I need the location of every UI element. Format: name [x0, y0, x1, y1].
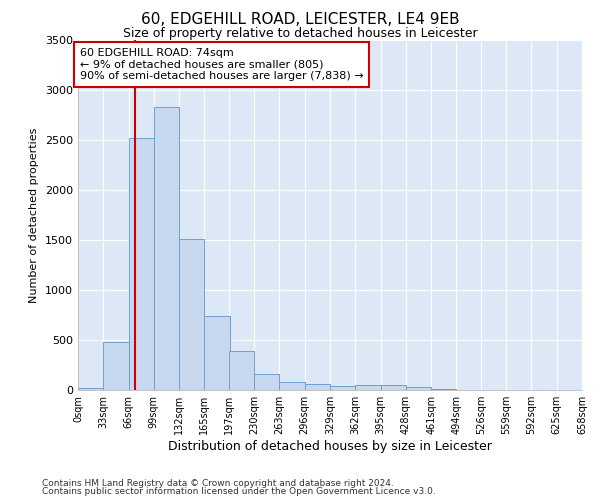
Bar [179, 239, 205, 390]
Text: Contains HM Land Registry data © Crown copyright and database right 2024.: Contains HM Land Registry data © Crown c… [42, 478, 394, 488]
Bar [205, 316, 230, 390]
Bar [305, 384, 330, 390]
Text: Size of property relative to detached houses in Leicester: Size of property relative to detached ho… [122, 28, 478, 40]
Text: Contains public sector information licensed under the Open Government Licence v3: Contains public sector information licen… [42, 487, 436, 496]
Text: 60 EDGEHILL ROAD: 74sqm
← 9% of detached houses are smaller (805)
90% of semi-de: 60 EDGEHILL ROAD: 74sqm ← 9% of detached… [80, 48, 363, 81]
Y-axis label: Number of detached properties: Number of detached properties [29, 128, 40, 302]
Bar [254, 374, 280, 390]
Bar [103, 342, 128, 390]
Bar [78, 388, 103, 390]
Bar [128, 138, 154, 390]
Bar [154, 107, 179, 390]
Bar [355, 385, 380, 390]
Bar [330, 386, 355, 390]
X-axis label: Distribution of detached houses by size in Leicester: Distribution of detached houses by size … [168, 440, 492, 453]
Bar [406, 387, 431, 390]
Bar [431, 389, 457, 390]
Bar [229, 351, 254, 390]
Text: 60, EDGEHILL ROAD, LEICESTER, LE4 9EB: 60, EDGEHILL ROAD, LEICESTER, LE4 9EB [140, 12, 460, 28]
Bar [280, 382, 305, 390]
Bar [380, 384, 406, 390]
